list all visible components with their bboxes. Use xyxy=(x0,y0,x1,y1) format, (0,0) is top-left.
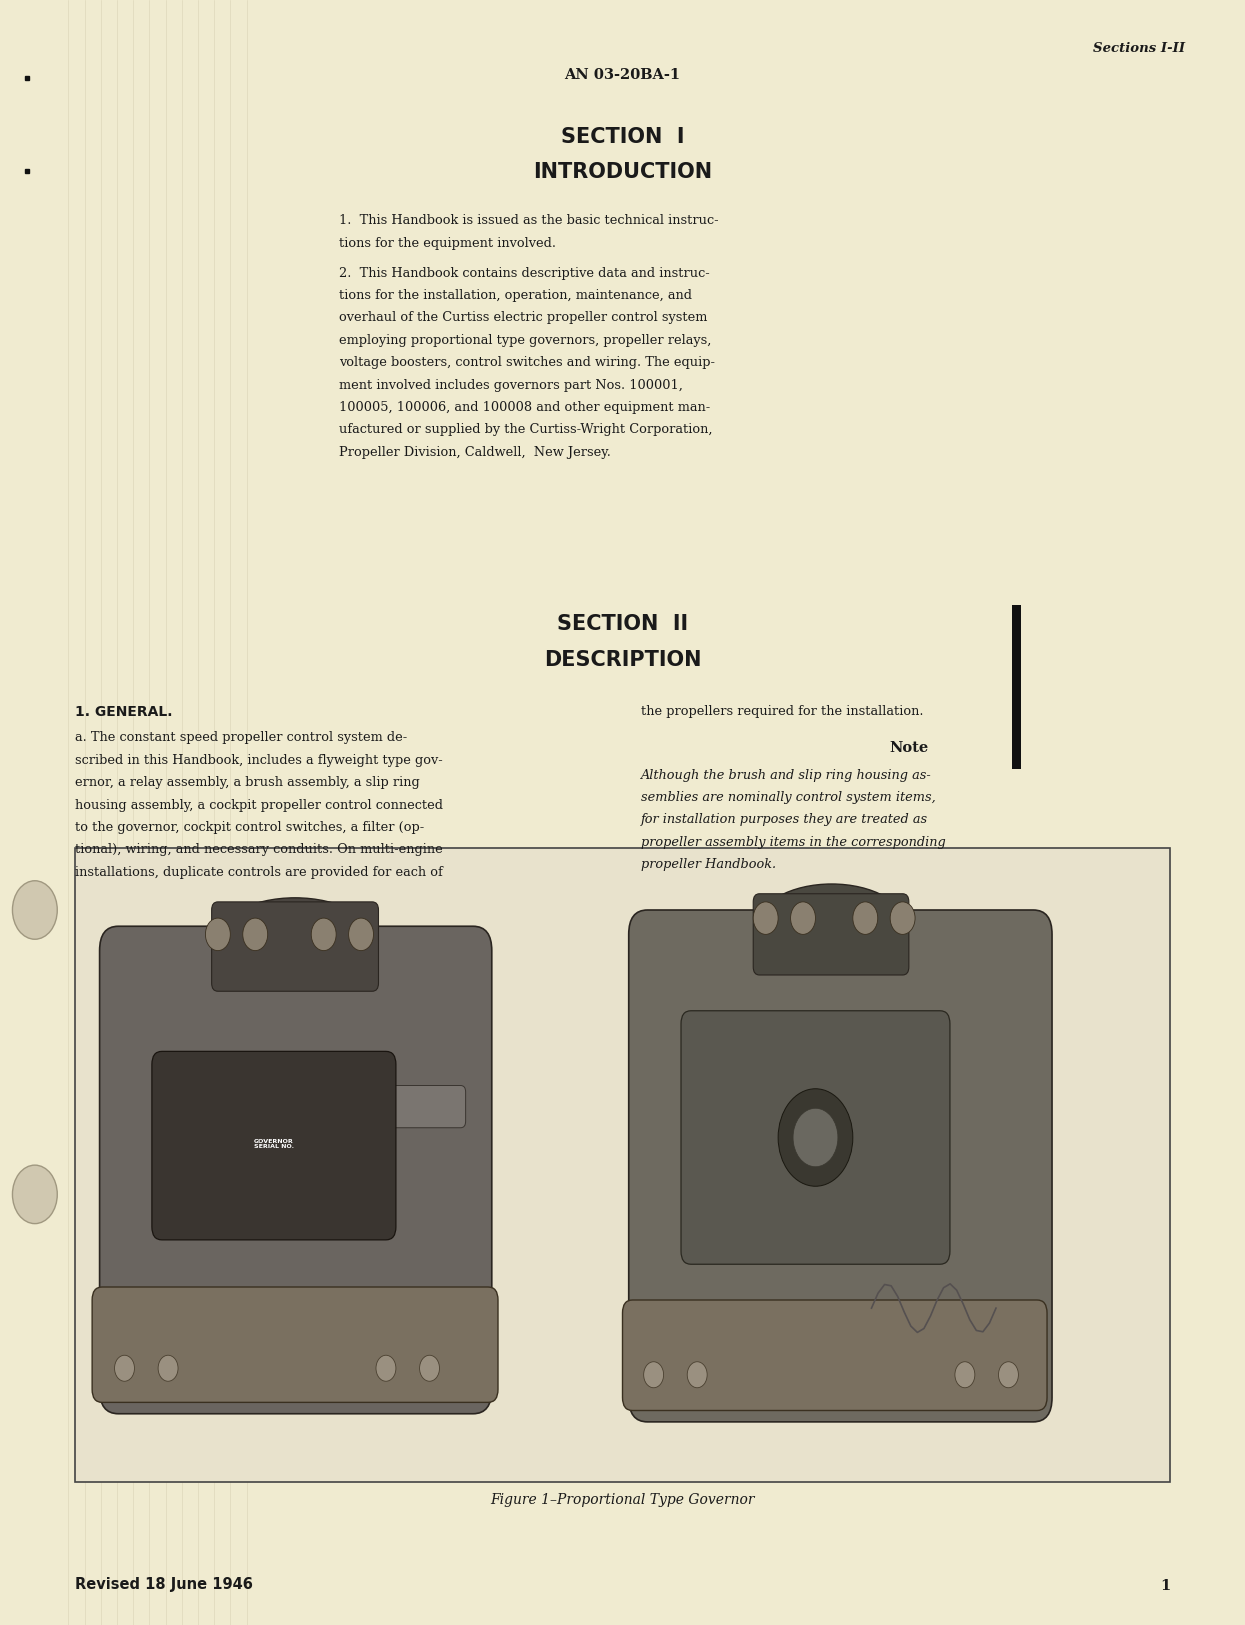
Circle shape xyxy=(115,1355,134,1381)
Text: ufactured or supplied by the Curtiss-Wright Corporation,: ufactured or supplied by the Curtiss-Wri… xyxy=(339,424,712,437)
Circle shape xyxy=(793,1108,838,1167)
Ellipse shape xyxy=(757,884,906,968)
Text: semblies are nominally control system items,: semblies are nominally control system it… xyxy=(641,791,936,804)
Ellipse shape xyxy=(214,897,376,986)
Text: 1: 1 xyxy=(1160,1578,1170,1592)
Text: Note: Note xyxy=(889,741,929,756)
Bar xyxy=(1012,604,1021,769)
Text: propeller Handbook.: propeller Handbook. xyxy=(641,858,777,871)
Circle shape xyxy=(311,918,336,951)
FancyBboxPatch shape xyxy=(681,1011,950,1264)
Text: ment involved includes governors part Nos. 100001,: ment involved includes governors part No… xyxy=(339,379,682,392)
Circle shape xyxy=(12,881,57,939)
Text: SECTION  I: SECTION I xyxy=(560,127,685,146)
Circle shape xyxy=(955,1362,975,1388)
Text: 2.  This Handbook contains descriptive data and instruc-: 2. This Handbook contains descriptive da… xyxy=(339,266,710,279)
Circle shape xyxy=(753,902,778,934)
Text: tional), wiring, and necessary conduits. On multi-engine: tional), wiring, and necessary conduits.… xyxy=(75,843,442,856)
Circle shape xyxy=(205,918,230,951)
Text: Sections I-II: Sections I-II xyxy=(1093,42,1185,55)
Text: propeller assembly items in the corresponding: propeller assembly items in the correspo… xyxy=(641,835,946,848)
Text: a. The constant speed propeller control system de-: a. The constant speed propeller control … xyxy=(75,731,407,744)
Text: Revised 18 June 1946: Revised 18 June 1946 xyxy=(75,1578,253,1592)
Text: 1.  This Handbook is issued as the basic technical instruc-: 1. This Handbook is issued as the basic … xyxy=(339,214,718,228)
FancyBboxPatch shape xyxy=(100,926,492,1414)
Text: DESCRIPTION: DESCRIPTION xyxy=(544,650,701,669)
Circle shape xyxy=(853,902,878,934)
Circle shape xyxy=(998,1362,1018,1388)
Text: INTRODUCTION: INTRODUCTION xyxy=(533,162,712,182)
Circle shape xyxy=(687,1362,707,1388)
FancyBboxPatch shape xyxy=(622,1300,1047,1410)
Text: SECTION  II: SECTION II xyxy=(557,614,688,634)
FancyBboxPatch shape xyxy=(387,1086,466,1128)
Text: overhaul of the Curtiss electric propeller control system: overhaul of the Curtiss electric propell… xyxy=(339,312,707,325)
Text: installations, duplicate controls are provided for each of: installations, duplicate controls are pr… xyxy=(75,866,442,879)
FancyBboxPatch shape xyxy=(629,910,1052,1422)
Text: tions for the installation, operation, maintenance, and: tions for the installation, operation, m… xyxy=(339,289,692,302)
Text: for installation purposes they are treated as: for installation purposes they are treat… xyxy=(641,814,929,827)
Text: 100005, 100006, and 100008 and other equipment man-: 100005, 100006, and 100008 and other equ… xyxy=(339,401,710,414)
Circle shape xyxy=(420,1355,439,1381)
Circle shape xyxy=(158,1355,178,1381)
Text: AN 03-20BA-1: AN 03-20BA-1 xyxy=(564,68,681,83)
Circle shape xyxy=(243,918,268,951)
Circle shape xyxy=(376,1355,396,1381)
FancyBboxPatch shape xyxy=(212,902,378,991)
Circle shape xyxy=(644,1362,664,1388)
Circle shape xyxy=(890,902,915,934)
Text: housing assembly, a cockpit propeller control connected: housing assembly, a cockpit propeller co… xyxy=(75,798,443,811)
Text: the propellers required for the installation.: the propellers required for the installa… xyxy=(641,705,924,718)
Circle shape xyxy=(349,918,374,951)
Text: Figure 1–Proportional Type Governor: Figure 1–Proportional Type Governor xyxy=(491,1493,754,1508)
Circle shape xyxy=(12,1165,57,1224)
Text: GOVERNOR
SERIAL NO.: GOVERNOR SERIAL NO. xyxy=(254,1139,294,1149)
Bar xyxy=(75,848,1170,1482)
Text: 1. GENERAL.: 1. GENERAL. xyxy=(75,705,172,720)
Text: to the governor, cockpit control switches, a filter (op-: to the governor, cockpit control switche… xyxy=(75,821,425,834)
Text: Although the brush and slip ring housing as-: Although the brush and slip ring housing… xyxy=(641,769,933,782)
Text: tions for the equipment involved.: tions for the equipment involved. xyxy=(339,237,555,250)
Circle shape xyxy=(791,902,815,934)
Text: scribed in this Handbook, includes a flyweight type gov-: scribed in this Handbook, includes a fly… xyxy=(75,754,442,767)
Text: employing proportional type governors, propeller relays,: employing proportional type governors, p… xyxy=(339,333,711,346)
FancyBboxPatch shape xyxy=(753,894,909,975)
FancyBboxPatch shape xyxy=(92,1287,498,1402)
Text: voltage boosters, control switches and wiring. The equip-: voltage boosters, control switches and w… xyxy=(339,356,715,369)
Text: Propeller Division, Caldwell,  New Jersey.: Propeller Division, Caldwell, New Jersey… xyxy=(339,445,610,458)
Text: ernor, a relay assembly, a brush assembly, a slip ring: ernor, a relay assembly, a brush assembl… xyxy=(75,777,420,790)
FancyBboxPatch shape xyxy=(152,1051,396,1240)
Circle shape xyxy=(778,1089,853,1186)
